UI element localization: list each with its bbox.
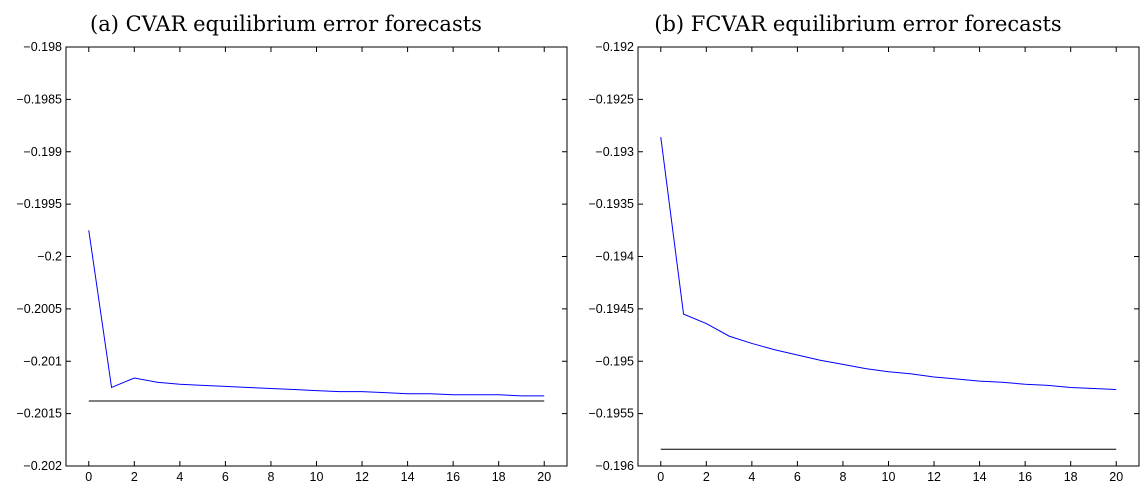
x-tick-label: 14 bbox=[401, 470, 415, 484]
x-tick-label: 20 bbox=[537, 470, 551, 484]
y-tick-label: −0.202 bbox=[23, 459, 62, 473]
x-tick-label: 16 bbox=[446, 470, 460, 484]
y-tick-label: −0.194 bbox=[595, 250, 634, 264]
x-tick-label: 6 bbox=[794, 470, 801, 484]
y-tick-label: −0.1925 bbox=[588, 92, 634, 106]
y-tick-label: −0.1945 bbox=[588, 302, 634, 316]
y-tick-label: −0.1955 bbox=[588, 407, 634, 421]
x-tick-label: 4 bbox=[748, 470, 755, 484]
plot-area-frame bbox=[637, 46, 1140, 467]
x-tick-label: 16 bbox=[1018, 470, 1032, 484]
x-tick-label: 4 bbox=[176, 470, 183, 484]
y-tick-label: −0.195 bbox=[595, 354, 634, 368]
x-tick-label: 20 bbox=[1109, 470, 1123, 484]
x-tick-label: 6 bbox=[222, 470, 229, 484]
chart-b: −0.192 −0.1925 −0.193 −0.1935 −0.194 −0.1945 −… bbox=[588, 40, 1140, 484]
y-tick-label: −0.198 bbox=[23, 40, 62, 54]
x-tick-label: 18 bbox=[1064, 470, 1078, 484]
x-tick-label: 8 bbox=[839, 470, 846, 484]
y-tick-label: −0.1985 bbox=[16, 92, 62, 106]
chart-panel-b: (b) FCVAR equilibrium error forecasts −0… bbox=[572, 0, 1144, 487]
forecast-series-line bbox=[660, 137, 1117, 391]
y-tick-label: −0.193 bbox=[595, 145, 634, 159]
chart-title-b: (b) FCVAR equilibrium error forecasts bbox=[654, 12, 1062, 36]
y-tick-label: −0.1995 bbox=[16, 197, 62, 211]
y-tick-label: −0.199 bbox=[23, 145, 62, 159]
x-tick-label: 12 bbox=[927, 470, 941, 484]
x-tick-label: 12 bbox=[355, 470, 369, 484]
chart-panel-a: (a) CVAR equilibrium error forecasts −0.… bbox=[16, 12, 568, 484]
x-tick-label: 10 bbox=[882, 470, 896, 484]
x-tick-label: 18 bbox=[492, 470, 506, 484]
x-tick-label: 10 bbox=[310, 470, 324, 484]
x-tick-label: 2 bbox=[131, 470, 138, 484]
x-tick-label: 0 bbox=[657, 470, 664, 484]
plot-area-frame bbox=[65, 46, 568, 467]
y-tick-label: −0.2005 bbox=[16, 302, 62, 316]
x-tick-label: 2 bbox=[703, 470, 710, 484]
chart-a: −0.198 −0.1985 −0.199 −0.1995 −0.2 −0.2005 −0.… bbox=[16, 40, 568, 484]
x-tick-label: 14 bbox=[973, 470, 987, 484]
forecast-series-line bbox=[88, 230, 545, 397]
y-tick-label: −0.192 bbox=[595, 40, 634, 54]
x-tick-label: 8 bbox=[267, 470, 274, 484]
y-tick-label: −0.1935 bbox=[588, 197, 634, 211]
y-tick-label: −0.2 bbox=[37, 250, 62, 264]
y-tick-label: −0.2015 bbox=[16, 407, 62, 421]
y-tick-label: −0.201 bbox=[23, 354, 62, 368]
x-tick-label: 0 bbox=[85, 470, 92, 484]
y-tick-label: −0.196 bbox=[595, 459, 634, 473]
chart-title-a: (a) CVAR equilibrium error forecasts bbox=[90, 12, 482, 36]
